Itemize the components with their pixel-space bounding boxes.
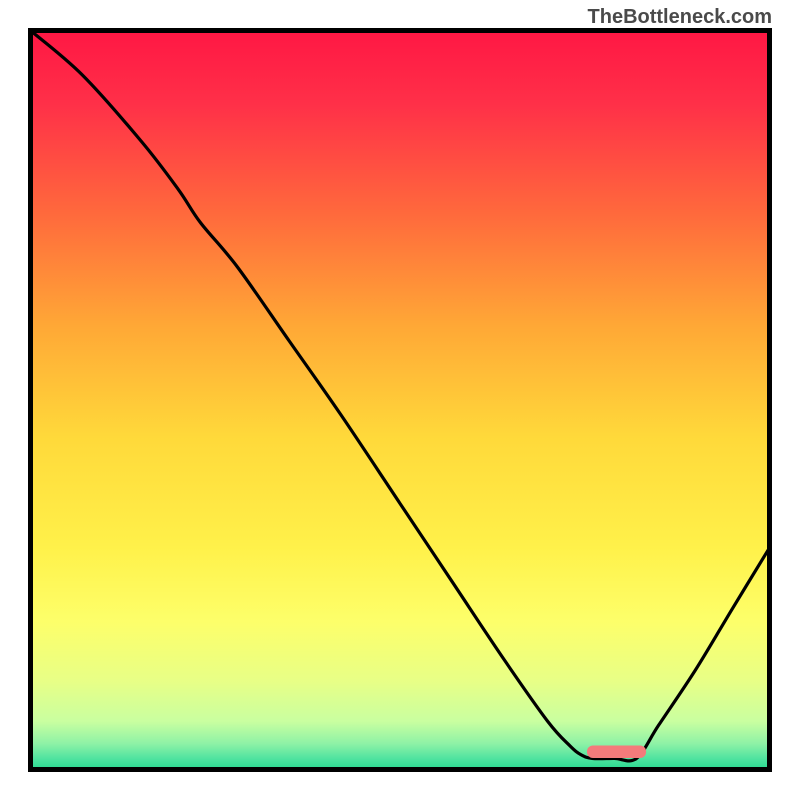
sweet-spot-marker: [587, 745, 646, 758]
bottleneck-gradient-chart: [28, 28, 772, 772]
watermark-text: TheBottleneck.com: [588, 6, 772, 29]
chart-frame: [28, 28, 772, 772]
